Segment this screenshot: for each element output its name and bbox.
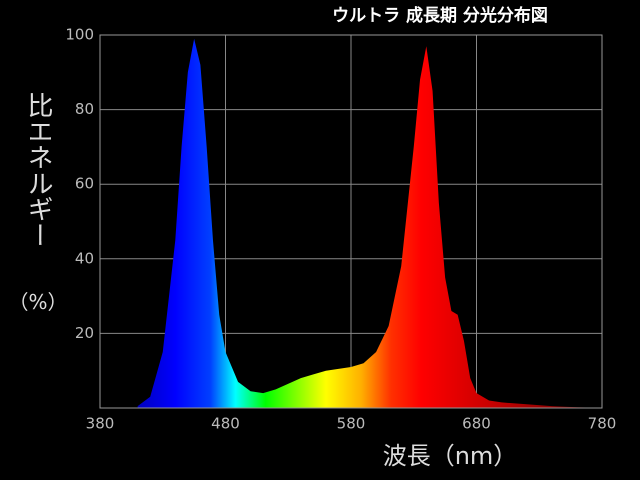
x-axis-label: 波長（nm） (383, 442, 518, 470)
chart-title: ウルトラ 成長期 分光分布図 (332, 5, 548, 26)
y-tick-label: 40 (75, 249, 94, 267)
x-tick-label: 480 (211, 415, 240, 433)
x-tick-label: 580 (337, 415, 366, 433)
y-tick-label: 100 (65, 26, 94, 44)
y-axis-unit: （%） (8, 290, 68, 314)
x-tick-label: 680 (462, 415, 491, 433)
y-tick-label: 60 (75, 175, 94, 193)
plot-border (99, 34, 603, 409)
y-tick-label: 80 (75, 100, 94, 118)
y-tick-label: 20 (75, 324, 94, 342)
x-tick-label: 780 (588, 415, 617, 433)
spectrum-area (137, 38, 602, 408)
y-axis-label: 比エネルギー (23, 92, 53, 248)
x-tick-label: 380 (86, 415, 115, 433)
